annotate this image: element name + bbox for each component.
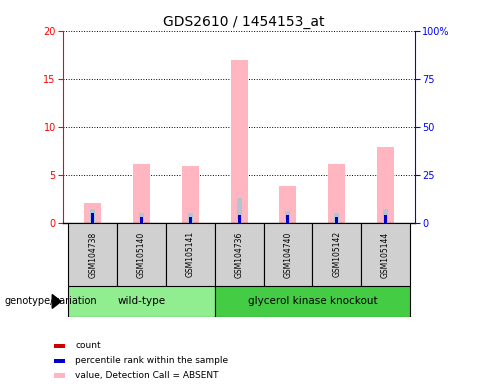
Bar xyxy=(285,211,290,223)
Bar xyxy=(54,344,65,348)
Text: percentile rank within the sample: percentile rank within the sample xyxy=(75,356,228,365)
Bar xyxy=(215,286,410,317)
Text: GSM104740: GSM104740 xyxy=(284,231,292,278)
Text: GSM105140: GSM105140 xyxy=(137,231,146,278)
Bar xyxy=(328,164,346,223)
Bar xyxy=(384,215,387,223)
Bar xyxy=(189,217,192,223)
Bar xyxy=(182,166,199,223)
Text: GSM104736: GSM104736 xyxy=(235,231,244,278)
Bar xyxy=(238,215,241,223)
Text: count: count xyxy=(75,341,101,351)
Text: value, Detection Call = ABSENT: value, Detection Call = ABSENT xyxy=(75,371,219,380)
Bar xyxy=(264,223,312,286)
Bar xyxy=(133,164,150,223)
Bar xyxy=(286,220,289,223)
Bar xyxy=(91,213,94,223)
Polygon shape xyxy=(52,295,61,308)
Bar xyxy=(238,219,241,223)
Bar xyxy=(140,217,143,223)
Text: glycerol kinase knockout: glycerol kinase knockout xyxy=(247,296,377,306)
Bar xyxy=(91,216,94,223)
Bar xyxy=(312,223,361,286)
Bar xyxy=(335,220,338,223)
Bar xyxy=(139,213,144,223)
Text: GSM105141: GSM105141 xyxy=(186,231,195,278)
Bar xyxy=(384,212,387,223)
Bar xyxy=(361,223,410,286)
Text: GSM105144: GSM105144 xyxy=(381,231,390,278)
Bar xyxy=(90,209,95,223)
Bar xyxy=(377,147,394,223)
Bar xyxy=(68,223,117,286)
Bar xyxy=(215,223,264,286)
Bar xyxy=(335,217,338,223)
Bar xyxy=(237,198,242,223)
Bar xyxy=(383,209,388,223)
Bar xyxy=(286,215,289,223)
Text: genotype/variation: genotype/variation xyxy=(5,296,98,306)
Text: GSM105142: GSM105142 xyxy=(332,231,341,278)
Text: GDS2610 / 1454153_at: GDS2610 / 1454153_at xyxy=(163,15,325,29)
Bar xyxy=(117,223,166,286)
Bar xyxy=(54,359,65,363)
Bar xyxy=(231,60,248,223)
Text: wild-type: wild-type xyxy=(118,296,165,306)
Bar xyxy=(166,223,215,286)
Bar xyxy=(188,213,193,223)
Bar xyxy=(334,213,339,223)
Bar xyxy=(280,186,297,223)
Bar xyxy=(189,221,192,223)
Bar xyxy=(68,286,215,317)
Text: GSM104738: GSM104738 xyxy=(88,231,97,278)
Bar xyxy=(84,203,102,223)
Bar xyxy=(54,374,65,378)
Bar xyxy=(140,220,143,223)
